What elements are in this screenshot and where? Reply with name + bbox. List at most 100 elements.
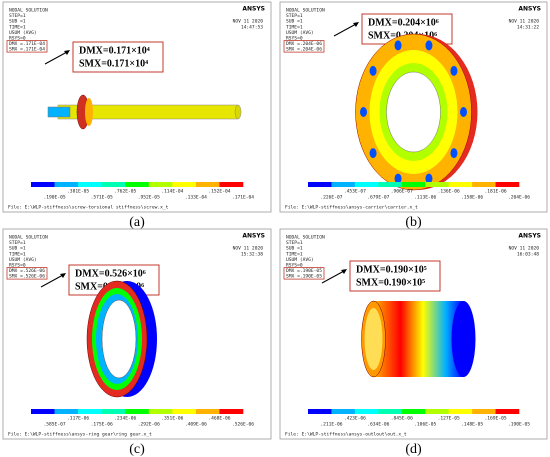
colorbar-segment	[472, 182, 496, 187]
bolt-hole	[360, 107, 367, 117]
bolt-hole	[369, 65, 377, 76]
colorbar-segment	[495, 409, 520, 414]
header-line: STEP=1	[286, 240, 303, 246]
header-line: RSYS=0	[286, 263, 303, 269]
legend-label: .114E-04	[161, 189, 183, 195]
date: NOV 11 2020	[509, 19, 540, 25]
colorbar-segment	[425, 409, 449, 414]
cylinder-hole	[364, 308, 383, 370]
header-line: TIME=1	[286, 24, 303, 30]
header-line: SUB =1	[286, 19, 303, 25]
ansys-logo: ANSYS	[242, 233, 265, 240]
colorbar-segment	[172, 182, 197, 187]
legend-label: .158E-06	[461, 195, 483, 201]
header-line: RSYS=0	[286, 36, 303, 42]
ring-hole	[386, 71, 441, 153]
ansys-logo: ANSYS	[518, 233, 541, 240]
legend-label: .679E-07	[367, 195, 389, 201]
colorbar-segment	[401, 409, 426, 414]
bolt-hole	[394, 173, 402, 184]
header-line: RSYS=0	[9, 36, 26, 42]
legend-label: .169E-05	[484, 416, 506, 422]
header-line: NODAL SOLUTION	[9, 235, 48, 241]
legend-label: .211E-06	[320, 422, 342, 428]
small-box	[283, 267, 325, 280]
bolt-hole	[394, 40, 402, 51]
colorbar-segment	[448, 409, 473, 414]
legend-label: .952E-05	[138, 195, 160, 201]
small-box	[283, 40, 325, 53]
dmx-big: DMX=0.204×10⁶	[368, 17, 439, 28]
colorbar-segment	[31, 182, 55, 187]
gear-hole	[101, 299, 137, 379]
colorbar-segment	[54, 409, 79, 414]
header-line: NODAL SOLUTION	[286, 235, 325, 241]
colorbar-segment	[219, 182, 244, 187]
colorbar-segment	[148, 182, 173, 187]
caption: (c)	[129, 442, 145, 457]
date: NOV 11 2020	[233, 246, 264, 252]
colorbar-segment	[78, 182, 102, 187]
header-line: STEP=1	[9, 240, 26, 246]
legend-label: .906E-07	[391, 189, 413, 195]
legend-label: .292E-06	[138, 422, 160, 428]
bolt-hole	[425, 173, 433, 184]
colorbar-segment	[125, 182, 150, 187]
colorbar-segment	[448, 182, 473, 187]
smx-big: SMX=0.171×10⁴	[79, 58, 148, 69]
legend-label: .136E-06	[438, 189, 460, 195]
caption: (d)	[405, 442, 422, 457]
colorbar-segment	[378, 409, 403, 414]
legend-label: .468E-06	[208, 416, 230, 422]
header-line: NODAL SOLUTION	[9, 8, 48, 14]
legend-label: .152E-04	[208, 189, 230, 195]
header-line: STEP=1	[9, 13, 26, 19]
colorbar-segment	[125, 409, 150, 414]
flange-rim	[85, 98, 93, 126]
shaft-end	[234, 104, 242, 120]
colorbar-segment	[331, 182, 356, 187]
smx-small: SMX =.526E-06	[9, 274, 45, 280]
header-line: USUM (AVG)	[9, 30, 37, 36]
time: 14:47:53	[241, 25, 263, 31]
dmx-big: DMX=0.171×10⁴	[79, 45, 150, 56]
ansys-logo: ANSYS	[242, 6, 265, 13]
header-line: STEP=1	[286, 13, 303, 19]
colorbar-segment	[195, 409, 220, 414]
time: 16:03:48	[517, 252, 539, 258]
arrow	[321, 270, 345, 284]
dmx-big: DMX=0.526×10⁶	[75, 268, 146, 279]
legend-label: .585E-07	[43, 422, 65, 428]
big-box	[349, 260, 441, 292]
time: 15:32:38	[241, 252, 263, 258]
header-line: USUM (AVG)	[286, 30, 314, 36]
date: NOV 11 2020	[509, 246, 540, 252]
file-path: File: E:\WLP-stiffness\ansys-outlout\out…	[285, 432, 407, 438]
arrow-head	[60, 273, 66, 278]
file-path: File: E:\WLP-stiffness\screw-torsional s…	[8, 205, 169, 211]
colorbar-segment	[101, 182, 126, 187]
legend-label: .381E-05	[67, 189, 89, 195]
legend-label: .106E-05	[414, 422, 436, 428]
colorbar-segment	[148, 409, 173, 414]
bolt-hole	[369, 148, 377, 159]
colorbar-segment	[354, 409, 379, 414]
dmx-small: DMX =.190E-05	[286, 268, 322, 274]
dmx-big: DMX=0.190×10⁵	[356, 264, 427, 275]
arrow	[44, 51, 68, 65]
arrow	[40, 274, 64, 288]
colorbar-segment	[54, 182, 79, 187]
legend-label: .845E-06	[391, 416, 413, 422]
header-line: USUM (AVG)	[9, 257, 37, 263]
legend-label: .190E-05	[43, 195, 65, 201]
colorbar-segment	[354, 182, 379, 187]
ansys-logo: ANSYS	[518, 6, 541, 13]
bolt-hole	[460, 107, 467, 117]
colorbar-segment	[401, 182, 426, 187]
small-box	[6, 40, 48, 53]
header-line: TIME=1	[286, 251, 303, 257]
legend-label: .234E-06	[114, 416, 136, 422]
caption: (a)	[129, 215, 145, 230]
